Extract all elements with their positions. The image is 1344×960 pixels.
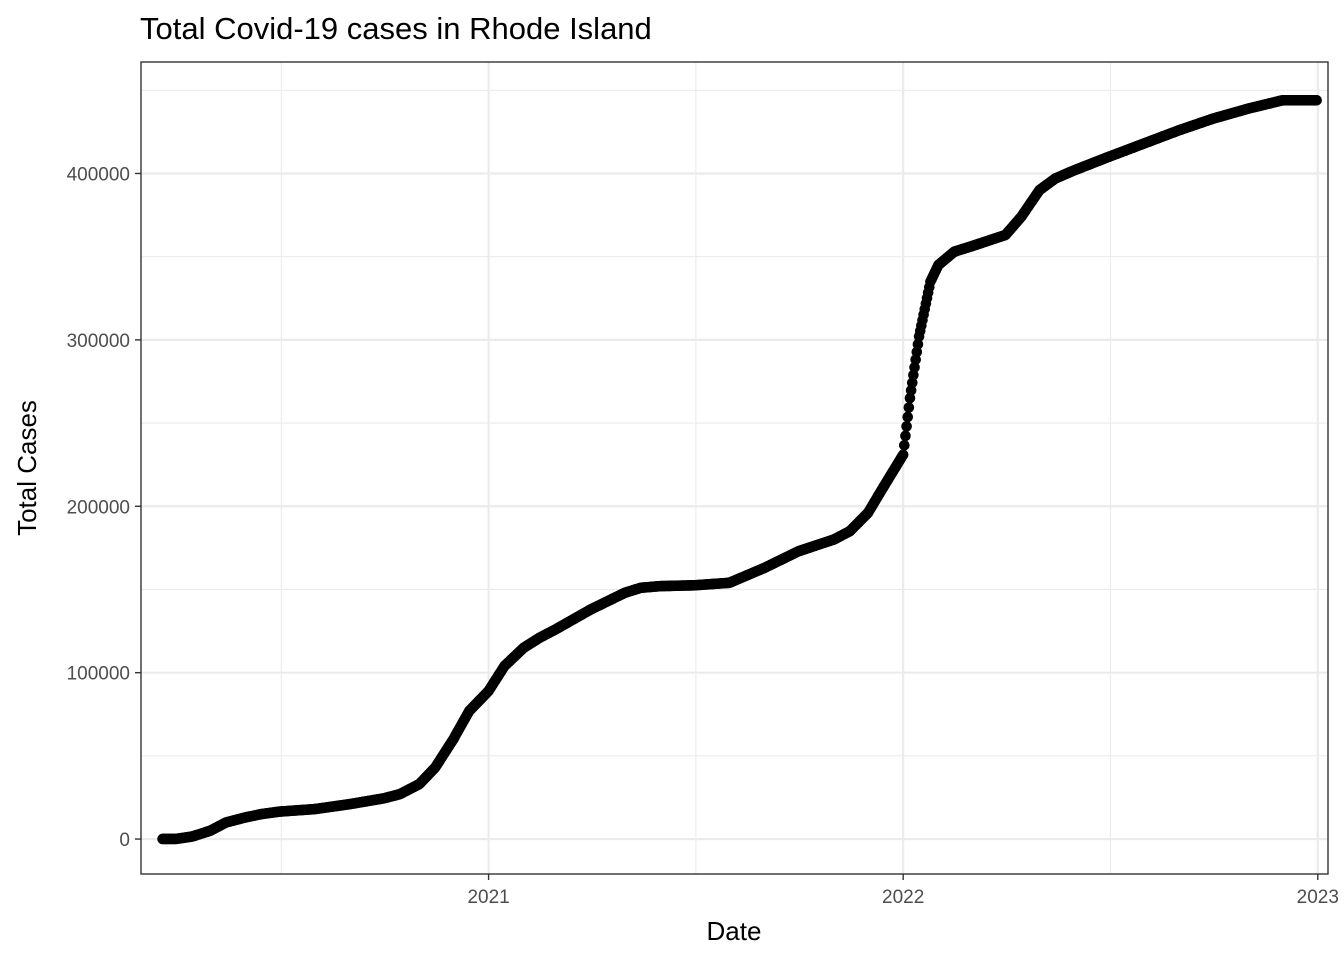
data-point [902,411,914,423]
data-point [900,430,911,442]
y-axis: 0 100000 200000 300000 400000 [67,164,141,851]
plot-panel-background [141,62,1328,874]
y-tick-label: 400000 [67,164,130,185]
data-point [901,421,912,432]
data-point [897,449,909,460]
data-point [899,439,910,451]
y-tick-label: 100000 [67,664,130,685]
x-tick-label: 2023 [1297,887,1339,908]
data-points [157,94,1322,845]
plot-panel-border [140,61,1329,875]
x-tick-label: 2022 [882,887,924,908]
data-point [903,402,915,413]
data-point [1311,94,1322,106]
grid-lines [141,62,1328,874]
y-axis-title: Total Cases [12,400,42,536]
y-tick-label: 0 [119,830,130,851]
y-tick-label: 300000 [67,331,130,352]
x-axis: 2021 2022 2023 [467,874,1339,908]
y-tick-label: 200000 [67,497,130,518]
x-axis-title: Date [707,916,762,946]
chart-title: Total Covid-19 cases in Rhode Island [140,11,652,46]
x-tick-label: 2021 [467,887,509,908]
